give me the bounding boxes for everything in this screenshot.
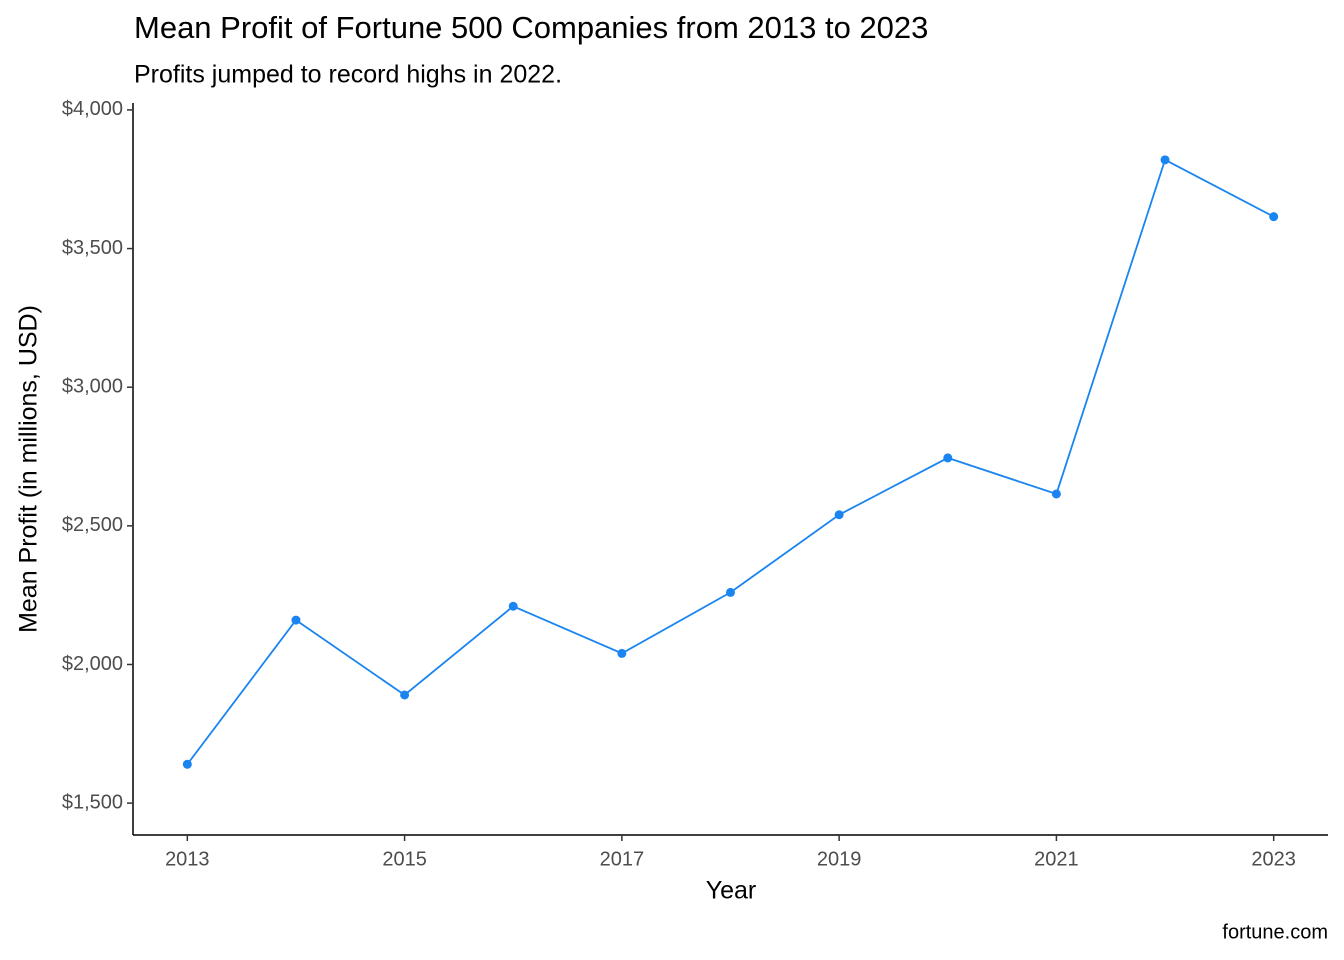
chart-subtitle: Profits jumped to record highs in 2022. <box>134 61 562 89</box>
data-point <box>617 648 627 658</box>
y-tick-label: $2,500 <box>62 514 123 536</box>
x-tick-label: 2021 <box>1034 848 1079 870</box>
x-tick-label: 2013 <box>165 848 210 870</box>
caption: fortune.com <box>1222 921 1328 943</box>
data-point <box>182 759 192 769</box>
y-tick-label: $3,500 <box>62 237 123 259</box>
data-point <box>508 601 518 611</box>
data-point <box>400 690 410 700</box>
y-tick-label: $3,000 <box>62 375 123 397</box>
x-axis-label: Year <box>706 877 757 905</box>
data-point <box>943 453 953 463</box>
x-tick-label: 2019 <box>817 848 862 870</box>
y-tick-label: $1,500 <box>62 791 123 813</box>
data-point <box>291 615 301 625</box>
data-point <box>1160 155 1170 165</box>
y-tick-label: $4,000 <box>62 98 123 120</box>
x-tick-label: 2017 <box>600 848 645 870</box>
data-point <box>1051 489 1061 499</box>
data-point <box>834 510 844 520</box>
data-point <box>726 587 735 597</box>
y-tick-label: $2,000 <box>62 653 123 675</box>
chart-title: Mean Profit of Fortune 500 Companies fro… <box>134 10 928 45</box>
x-tick-label: 2023 <box>1251 848 1296 870</box>
y-axis-label: Mean Profit (in millions, USD) <box>15 305 43 633</box>
data-point <box>1269 212 1279 222</box>
x-tick-label: 2015 <box>382 848 427 870</box>
